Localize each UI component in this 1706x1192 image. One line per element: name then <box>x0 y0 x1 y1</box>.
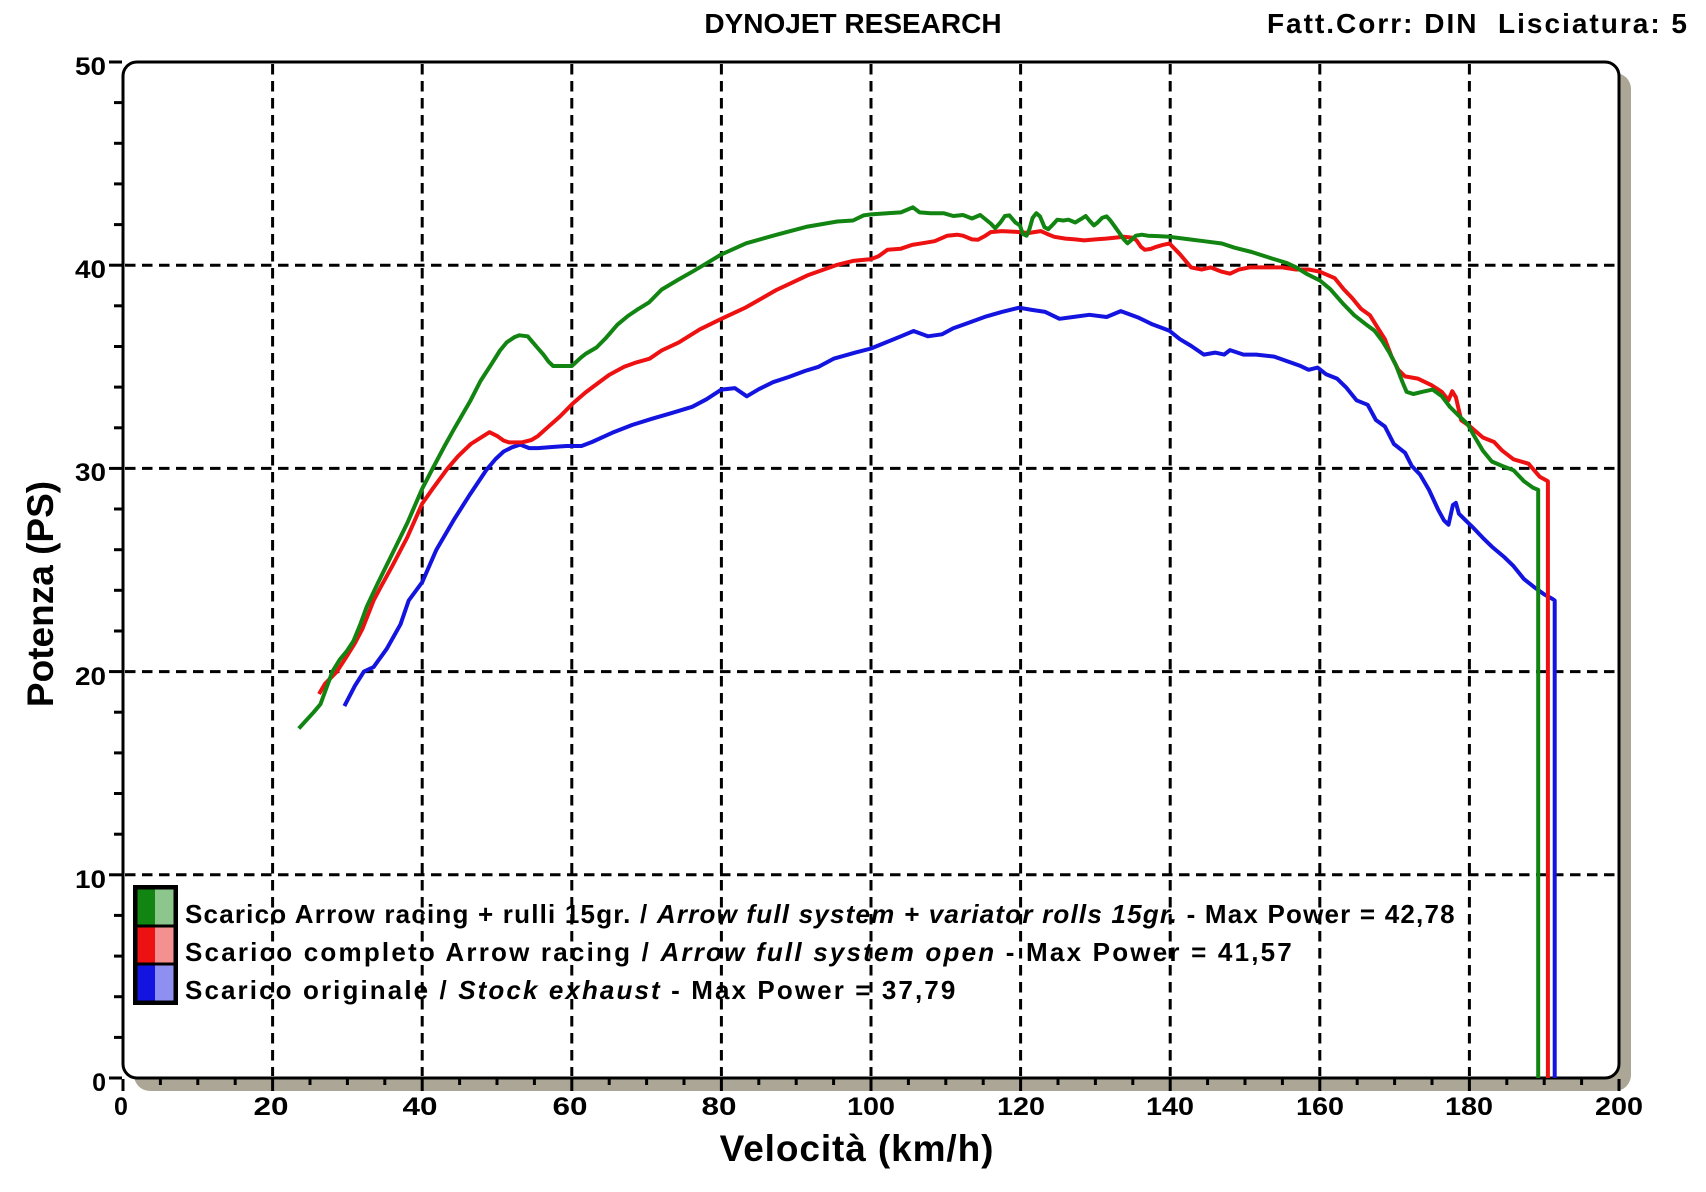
svg-text:Scarico Arrow racing + rulli 1: Scarico Arrow racing + rulli 15gr. / Arr… <box>185 899 1456 929</box>
svg-text:0: 0 <box>114 1093 128 1121</box>
svg-text:180: 180 <box>1445 1093 1493 1121</box>
svg-text:140: 140 <box>1146 1093 1194 1121</box>
svg-text:80: 80 <box>702 1093 737 1121</box>
svg-text:60: 60 <box>553 1093 588 1121</box>
svg-text:200: 200 <box>1595 1093 1643 1121</box>
svg-text:Scarico originale / Stock exha: Scarico originale / Stock exhaust - Max … <box>185 975 957 1005</box>
svg-text:50: 50 <box>75 53 106 81</box>
svg-text:30: 30 <box>75 459 106 487</box>
svg-text:DYNOJET RESEARCH: DYNOJET RESEARCH <box>704 8 1001 39</box>
svg-text:10: 10 <box>75 866 106 894</box>
svg-text:20: 20 <box>254 1093 289 1121</box>
svg-text:160: 160 <box>1296 1093 1344 1121</box>
svg-text:100: 100 <box>847 1093 895 1121</box>
svg-text:20: 20 <box>75 663 106 691</box>
svg-text:Velocità (km/h): Velocità (km/h) <box>720 1128 995 1169</box>
svg-text:0: 0 <box>92 1069 106 1097</box>
svg-text:Fatt.Corr: DIN Lisciatura: 5: Fatt.Corr: DIN Lisciatura: 5 <box>1267 8 1689 39</box>
svg-text:Potenza (PS): Potenza (PS) <box>20 481 61 707</box>
svg-text:120: 120 <box>997 1093 1045 1121</box>
svg-text:40: 40 <box>403 1093 438 1121</box>
svg-text:40: 40 <box>75 256 106 284</box>
svg-text:Scarico completo Arrow racing: Scarico completo Arrow racing / Arrow fu… <box>185 937 1294 967</box>
